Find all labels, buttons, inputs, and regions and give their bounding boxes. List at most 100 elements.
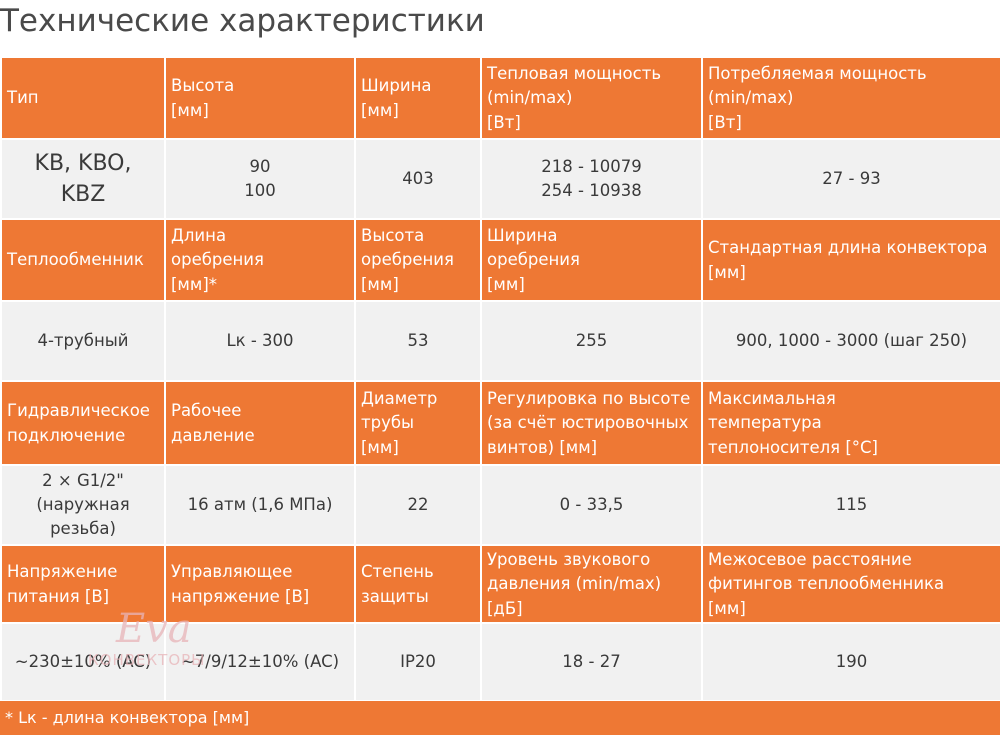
header-cell: Тип: [0, 56, 166, 140]
spec-table: Тип Высота [мм] Ширина [мм] Тепловая мощность…: [0, 56, 1000, 702]
cell-line: [мм]: [708, 598, 746, 618]
cell-line: [мм]: [361, 274, 399, 294]
cell-line: KBZ: [60, 182, 106, 207]
cell-line: питания [В]: [7, 586, 110, 606]
value-cell: 218 - 10079 254 - 10938: [480, 138, 703, 220]
cell-line: Ширина: [361, 76, 432, 95]
cell-line: оребрения: [487, 250, 580, 270]
cell-line: Потребляемая мощность: [708, 63, 927, 83]
cell-line: фитингов теплообменника: [708, 574, 945, 594]
cell-line: теплоносителя [°C]: [708, 437, 878, 457]
cell-line: Теплообменник: [7, 250, 144, 270]
cell-line: Высота: [171, 76, 235, 95]
cell-line: IP20: [400, 652, 436, 671]
cell-line: температура: [708, 413, 822, 433]
cell-line: 27 - 93: [822, 169, 881, 188]
cell-line: Степень: [361, 562, 434, 581]
cell-line: 22: [407, 495, 429, 514]
cell-line: 190: [835, 652, 868, 671]
cell-line: напряжение [В]: [171, 586, 310, 606]
header-cell: Регулировка по высоте (за счёт юстировочн…: [480, 380, 703, 466]
cell-line: 0 - 33,5: [559, 495, 624, 514]
cell-line: 403: [402, 169, 434, 188]
cell-line: винтов) [мм]: [487, 437, 598, 457]
cell-line: Регулировка по высоте: [487, 388, 691, 408]
header-cell: Степень защиты: [354, 544, 482, 624]
value-row: 4-трубный Lк - 300 53 255 900, 1000 - 3000 (…: [0, 300, 1000, 382]
cell-line: Высота: [361, 225, 425, 245]
cell-line: 100: [244, 181, 276, 200]
cell-line: оребрения: [361, 250, 454, 270]
cell-line: (min/max): [708, 88, 794, 108]
value-cell: 0 - 33,5: [480, 464, 703, 546]
cell-line: KB, KBO,: [34, 151, 132, 176]
value-cell: Lк - 300: [164, 300, 356, 382]
cell-line: Напряжение: [7, 562, 118, 581]
cell-line: [мм]: [361, 100, 399, 120]
cell-line: 2 × G1/2": [42, 471, 124, 490]
header-cell: Длина оребрения [мм]*: [164, 218, 356, 302]
cell-line: 254 - 10938: [541, 181, 642, 200]
value-row: 2 × G1/2" (наружная резьба) 16 атм (1,6 МПа…: [0, 464, 1000, 546]
header-row: Теплообменник Длина оребрения [мм]* Высота ор…: [0, 218, 1000, 302]
cell-line: трубы: [361, 413, 415, 433]
cell-line: Максимальная: [708, 388, 836, 408]
value-cell: 90 100: [164, 138, 356, 220]
cell-line: 4-трубный: [37, 331, 129, 350]
cell-line: ~7/9/12±10% (AC): [180, 652, 340, 671]
header-cell: Гидравлическое подключение: [0, 380, 166, 466]
header-row: Гидравлическое подключение Рабочее давление…: [0, 380, 1000, 466]
value-cell: IP20: [354, 622, 482, 702]
header-cell: Ширина [мм]: [354, 56, 482, 140]
cell-line: 18 - 27: [562, 652, 621, 671]
value-cell: 4-трубный: [0, 300, 166, 382]
header-cell: Рабочее давление: [164, 380, 356, 466]
value-cell: 16 атм (1,6 МПа): [164, 464, 356, 546]
cell-line: [мм]: [361, 437, 399, 457]
value-cell: 27 - 93: [701, 138, 1000, 220]
header-cell: Высота оребрения [мм]: [354, 218, 482, 302]
cell-line: [Вт]: [708, 112, 742, 132]
value-row: ~230±10% (AC) ~7/9/12±10% (AC) IP20 18 - 27…: [0, 622, 1000, 702]
cell-line: подключение: [7, 425, 126, 445]
cell-line: оребрения: [171, 250, 264, 270]
cell-line: резьба): [50, 519, 116, 538]
cell-line: Диаметр: [361, 388, 438, 408]
value-cell: 18 - 27: [480, 622, 703, 702]
value-cell: 255: [480, 300, 703, 382]
cell-line: [мм]*: [171, 274, 218, 294]
value-cell: ~230±10% (AC): [0, 622, 166, 702]
header-cell: Диаметр трубы [мм]: [354, 380, 482, 466]
value-cell: 22: [354, 464, 482, 546]
cell-line: 218 - 10079: [541, 157, 642, 176]
value-cell: 403: [354, 138, 482, 220]
header-cell: Напряжение питания [В]: [0, 544, 166, 624]
page-title: Технические характеристики: [0, 3, 485, 39]
cell-line: [Вт]: [487, 112, 521, 132]
value-cell: ~7/9/12±10% (AC): [164, 622, 356, 702]
cell-line: 900, 1000 - 3000 (шаг 250): [735, 331, 968, 350]
cell-line: ~230±10% (AC): [14, 652, 152, 671]
header-row: Тип Высота [мм] Ширина [мм] Тепловая мощность…: [0, 56, 1000, 140]
cell-line: Стандартная длина конвектора: [708, 238, 988, 257]
header-cell: Максимальная температура теплоносителя [°C…: [701, 380, 1000, 466]
cell-line: Тепловая мощность: [487, 63, 662, 83]
cell-line: 255: [575, 331, 608, 350]
header-cell: Высота [мм]: [164, 56, 356, 140]
value-cell: 53: [354, 300, 482, 382]
cell-line: защиты: [361, 586, 429, 606]
header-cell: Межосевое расстояние фитингов теплообменн…: [701, 544, 1000, 624]
cell-line: Ширина: [487, 225, 558, 245]
cell-line: (min/max): [487, 88, 573, 108]
cell-line: Lк - 300: [226, 331, 294, 350]
header-cell: Тепловая мощность (min/max) [Вт]: [480, 56, 703, 140]
cell-line: Рабочее: [171, 401, 242, 420]
value-cell: 900, 1000 - 3000 (шаг 250): [701, 300, 1000, 382]
cell-line: давления (min/max): [487, 574, 662, 594]
cell-line: 53: [407, 331, 429, 350]
cell-line: [мм]: [487, 274, 525, 294]
cell-line: давление: [171, 425, 255, 445]
cell-line: (наружная: [36, 495, 130, 514]
value-cell: 115: [701, 464, 1000, 546]
cell-line: 90: [249, 157, 271, 176]
